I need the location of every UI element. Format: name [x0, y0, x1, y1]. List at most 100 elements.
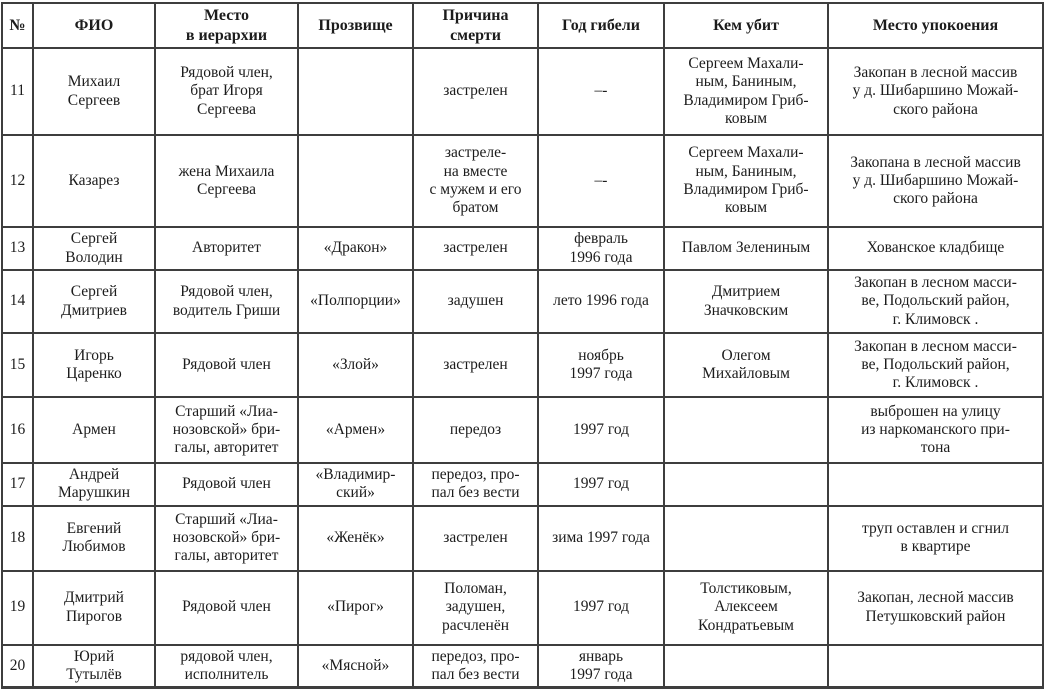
cell-num: 18	[1, 504, 34, 572]
cell-fio: Сергей Володин	[32, 226, 156, 271]
table-row: 19 Дмитрий Пирогов Рядовой член «Пирог» …	[1, 569, 1044, 646]
table-row: 20 Юрий Тутылёв рядовой член, исполнител…	[1, 643, 1044, 690]
cell-resting-place: труп оставлен и сгнил в квартире	[827, 504, 1044, 572]
cell-fio: Михаил Сергеев	[32, 47, 156, 136]
cell-num: 14	[1, 269, 34, 334]
cell-nickname	[297, 134, 414, 228]
cell-hierarchy: рядовой член, исполнитель	[154, 643, 299, 690]
col-header-fio: ФИО	[32, 2, 156, 49]
cell-hierarchy: Рядовой член, брат Игоря Сергеева	[154, 47, 299, 136]
col-header-hierarchy: Место в иерархии	[154, 2, 299, 49]
col-header-nickname: Прозвище	[297, 2, 414, 49]
cell-fio: Юрий Тутылёв	[32, 643, 156, 690]
cell-cause: задушен	[412, 269, 539, 334]
table-row: 18 Евгений Любимов Старший «Лиа- нозовск…	[1, 504, 1044, 572]
cell-fio: Сергей Дмитриев	[32, 269, 156, 334]
cell-nickname: «Женёк»	[297, 504, 414, 572]
cell-killer	[663, 396, 829, 464]
cell-year: ноябрь 1997 года	[537, 332, 665, 398]
cell-fio: Евгений Любимов	[32, 504, 156, 572]
cell-year: январь 1997 года	[537, 643, 665, 690]
cell-killer: Олегом Михайловым	[663, 332, 829, 398]
col-header-cause: Причина смерти	[412, 2, 539, 49]
table-row: 17 Андрей Марушкин Рядовой член «Владими…	[1, 462, 1044, 507]
cell-year: 1997 год	[537, 462, 665, 507]
cell-nickname: «Дракон»	[297, 226, 414, 271]
cell-year: лето 1996 года	[537, 269, 665, 334]
cell-cause: застрелен	[412, 332, 539, 398]
cell-num: 20	[1, 643, 34, 690]
cell-killer: Павлом Зелениным	[663, 226, 829, 271]
cell-year: 1997 год	[537, 396, 665, 464]
cell-fio: Армен	[32, 396, 156, 464]
cell-cause: застрелен	[412, 504, 539, 572]
cell-fio: Казарез	[32, 134, 156, 228]
cell-resting-place	[827, 643, 1044, 690]
cell-year: 1997 год	[537, 569, 665, 646]
cell-hierarchy: Авторитет	[154, 226, 299, 271]
cell-num: 13	[1, 226, 34, 271]
cell-nickname: «Мясной»	[297, 643, 414, 690]
cell-nickname: «Злой»	[297, 332, 414, 398]
cell-cause: передоз	[412, 396, 539, 464]
cell-hierarchy: жена Михаила Сергеева	[154, 134, 299, 228]
cell-year: –-	[537, 134, 665, 228]
col-header-year: Год гибели	[537, 2, 665, 49]
table-row: 12 Казарез жена Михаила Сергеева застрел…	[1, 134, 1044, 228]
col-header-resting-place: Место упокоения	[827, 2, 1044, 49]
table-header-row: № ФИО Место в иерархии Прозвище Причина …	[1, 2, 1044, 49]
cell-fio: Игорь Царенко	[32, 332, 156, 398]
cell-num: 12	[1, 134, 34, 228]
cell-fio: Андрей Марушкин	[32, 462, 156, 507]
cell-resting-place: Закопан в лесном масси- ве, Подольский р…	[827, 332, 1044, 398]
cell-nickname: «Владимир- ский»	[297, 462, 414, 507]
cell-cause: застреле- на вместе с мужем и его братом	[412, 134, 539, 228]
table-row: 11 Михаил Сергеев Рядовой член, брат Иго…	[1, 47, 1044, 136]
cell-killer	[663, 462, 829, 507]
cell-hierarchy: Рядовой член	[154, 332, 299, 398]
cell-year: –-	[537, 47, 665, 136]
cell-killer: Толстиковым, Алексеем Кондратьевым	[663, 569, 829, 646]
cell-year: зима 1997 года	[537, 504, 665, 572]
cell-cause: передоз, про- пал без вести	[412, 643, 539, 690]
cell-resting-place: Закопана в лесной массив у д. Шибаршино …	[827, 134, 1044, 228]
cell-num: 11	[1, 47, 34, 136]
cell-num: 17	[1, 462, 34, 507]
cell-nickname: «Пирог»	[297, 569, 414, 646]
cell-num: 16	[1, 396, 34, 464]
cell-cause: Поломан, задушен, расчленён	[412, 569, 539, 646]
cell-nickname: «Полпорции»	[297, 269, 414, 334]
cell-killer	[663, 643, 829, 690]
cell-resting-place: Хованское кладбище	[827, 226, 1044, 271]
cell-nickname: «Армен»	[297, 396, 414, 464]
cell-hierarchy: Рядовой член	[154, 462, 299, 507]
table-row: 14 Сергей Дмитриев Рядовой член, водител…	[1, 269, 1044, 334]
cell-fio: Дмитрий Пирогов	[32, 569, 156, 646]
cell-resting-place	[827, 462, 1044, 507]
cell-killer	[663, 504, 829, 572]
cell-hierarchy: Рядовой член, водитель Гриши	[154, 269, 299, 334]
cell-nickname	[297, 47, 414, 136]
cell-resting-place: Закопан в лесной массив у д. Шибаршино М…	[827, 47, 1044, 136]
cell-year: февраль 1996 года	[537, 226, 665, 271]
cell-killer: Сергеем Махали- ным, Баниным, Владимиром…	[663, 134, 829, 228]
col-header-num: №	[1, 2, 34, 49]
table-row: 15 Игорь Царенко Рядовой член «Злой» зас…	[1, 332, 1044, 398]
cell-hierarchy: Старший «Лиа- нозовской» бри- галы, авто…	[154, 396, 299, 464]
cell-hierarchy: Старший «Лиа- нозовской» бри- галы, авто…	[154, 504, 299, 572]
cell-resting-place: выброшен на улицу из наркоманского при- …	[827, 396, 1044, 464]
cell-cause: застрелен	[412, 47, 539, 136]
cell-cause: застрелен	[412, 226, 539, 271]
col-header-killer: Кем убит	[663, 2, 829, 49]
cell-killer: Дмитрием Значковским	[663, 269, 829, 334]
cell-cause: передоз, про- пал без вести	[412, 462, 539, 507]
cell-killer: Сергеем Махали- ным, Баниным, Владимиром…	[663, 47, 829, 136]
cell-num: 19	[1, 569, 34, 646]
cell-resting-place: Закопан, лесной массив Петушковский райо…	[827, 569, 1044, 646]
cell-hierarchy: Рядовой член	[154, 569, 299, 646]
cell-resting-place: Закопан в лесном масси- ве, Подольский р…	[827, 269, 1044, 334]
cell-num: 15	[1, 332, 34, 398]
table-row: 16 Армен Старший «Лиа- нозовской» бри- г…	[1, 396, 1044, 464]
